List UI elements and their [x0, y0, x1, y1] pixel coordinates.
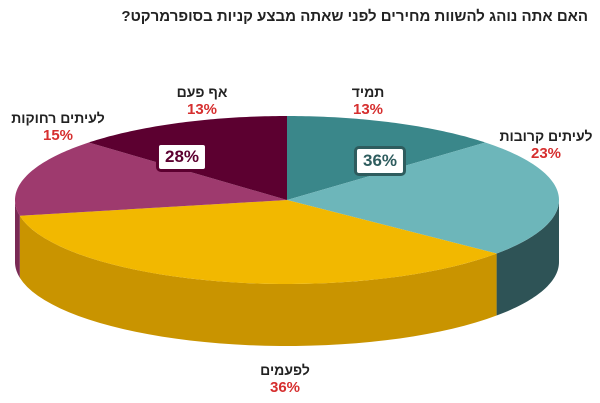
group-label-infrequent: 28% — [155, 142, 209, 172]
label-sometimes: לפעמים 36% — [260, 362, 310, 396]
label-rarely: לעיתים רחוקות 15% — [11, 110, 105, 144]
slice-3 — [15, 142, 287, 216]
label-often: לעיתים קרובות 23% — [499, 128, 593, 162]
slice-side-1 — [496, 200, 559, 316]
chart-title: האם אתה נוהג להשוות מחירים לפני שאתה מבצ… — [121, 8, 588, 25]
label-never: אף פעם 13% — [176, 84, 228, 118]
slice-side-2 — [19, 215, 497, 346]
slice-2 — [19, 200, 497, 284]
label-always: תמיד 13% — [351, 84, 385, 118]
group-label-frequent: 36% — [353, 146, 407, 176]
slice-1 — [287, 142, 559, 254]
slice-side-3 — [15, 200, 20, 278]
